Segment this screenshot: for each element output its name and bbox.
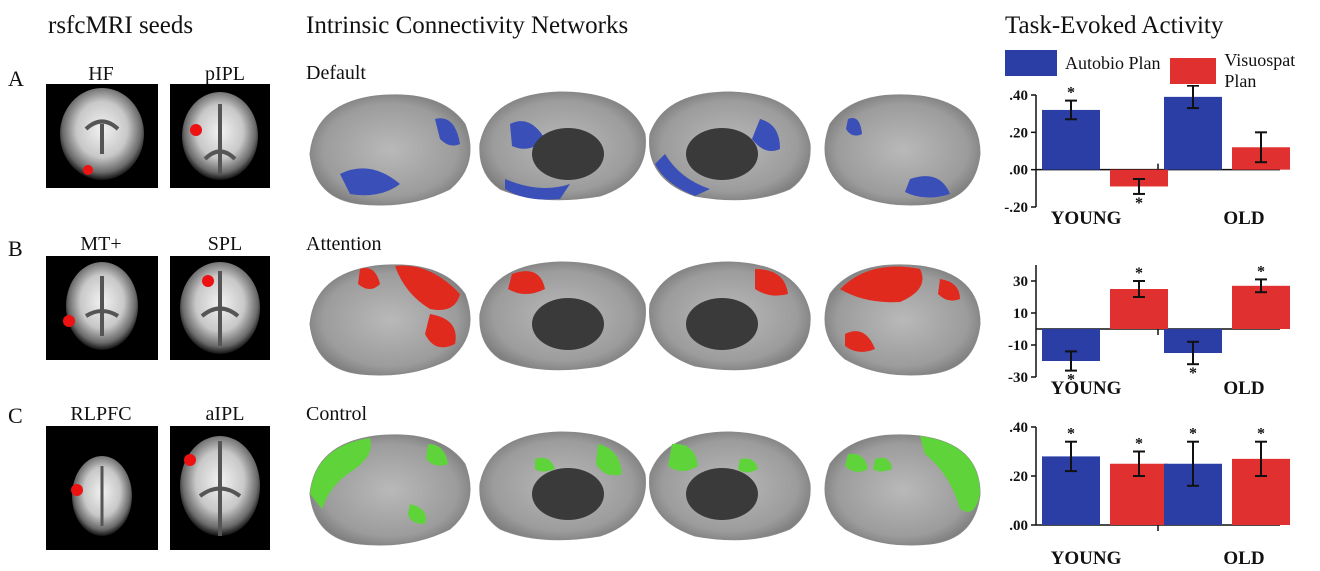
network-label-control: Control	[306, 403, 368, 425]
group-label-old: OLD	[1223, 378, 1265, 399]
mri-seed-rlpfc	[46, 426, 158, 550]
mri-seed-pipl	[170, 84, 270, 188]
mri-seed-aipl	[170, 426, 270, 550]
brain-lateral-left	[309, 434, 471, 546]
brain-lateral-right	[824, 94, 981, 206]
task-header: Task-Evoked Activity	[1005, 12, 1224, 39]
mri-seed-hf	[46, 84, 158, 188]
group-label-young: YOUNG	[1050, 208, 1122, 229]
y-tick-label: .20	[1009, 469, 1028, 485]
y-tick-label: .40	[1009, 422, 1028, 436]
row-label-c: C	[8, 403, 23, 428]
seed-label-spl: SPL	[207, 233, 243, 255]
significance-marker: *	[1257, 263, 1265, 280]
y-tick-label: .40	[1009, 88, 1028, 104]
legend-visuospat-swatch	[1170, 58, 1217, 84]
seed-label-mt: MT+	[80, 233, 122, 255]
significance-marker: *	[1135, 436, 1143, 453]
brain-lateral-left	[309, 94, 471, 206]
brain-row-control	[309, 431, 981, 546]
seed-label-rlpfc: RLPFC	[70, 403, 132, 425]
significance-marker: *	[1067, 426, 1075, 443]
brain-medial-right	[649, 261, 811, 371]
brain-lateral-right	[824, 434, 981, 546]
brain-medial-left	[479, 431, 646, 541]
brain-lateral-right	[824, 264, 981, 376]
seed-label-aipl: aIPL	[205, 403, 245, 425]
legend-visuospat-label: Visuospat Plan	[1224, 50, 1296, 91]
significance-marker: *	[1067, 372, 1075, 389]
seed-label-pipl: pIPL	[205, 63, 245, 85]
y-tick-label: -30	[1008, 370, 1028, 386]
y-tick-label: -.20	[1004, 200, 1028, 216]
significance-marker: *	[1257, 426, 1265, 443]
brain-medial-right	[649, 91, 811, 201]
legend-autobio-label: Autobio Plan	[1065, 52, 1161, 73]
group-label-young: YOUNG	[1050, 378, 1122, 399]
significance-marker: *	[1189, 85, 1197, 87]
legend-visuospat: Visuospat Plan	[1170, 50, 1320, 92]
significance-marker: *	[1189, 365, 1197, 382]
brain-row-default	[309, 91, 981, 206]
seeds-header: rsfcMRI seeds	[48, 12, 194, 39]
bar-chart-attention: -30 -10 10 30 * * * *	[1008, 263, 1290, 389]
brain-medial-left	[479, 91, 646, 201]
group-label-young: YOUNG	[1050, 548, 1122, 569]
row-label-a: A	[8, 66, 24, 91]
y-tick-label: .20	[1009, 125, 1028, 141]
brain-lateral-left	[309, 264, 471, 376]
seed-label-hf: HF	[88, 63, 114, 85]
network-label-attention: Attention	[306, 233, 382, 255]
y-tick-label: 10	[1013, 306, 1028, 322]
group-label-old: OLD	[1223, 548, 1265, 569]
significance-marker: *	[1135, 195, 1143, 212]
bar-chart-control: .00 .20 .40 * * * *	[1009, 422, 1290, 532]
significance-marker: *	[1135, 265, 1143, 282]
y-tick-label: -10	[1008, 338, 1028, 354]
network-label-default: Default	[306, 62, 366, 84]
brain-row-attention	[309, 261, 981, 376]
networks-header: Intrinsic Connectivity Networks	[306, 12, 629, 39]
mri-seed-spl	[170, 256, 270, 360]
y-tick-label: .00	[1009, 518, 1028, 532]
significance-marker: *	[1067, 85, 1075, 102]
brain-medial-right	[649, 431, 811, 541]
y-tick-label: 30	[1013, 274, 1028, 290]
legend-autobio-swatch	[1005, 50, 1057, 76]
bar-chart-default: -.20 .00 .20 .40 * * *	[1004, 85, 1290, 216]
brain-medial-left	[479, 261, 646, 371]
legend-autobio: Autobio Plan	[1005, 50, 1161, 76]
row-label-b: B	[8, 236, 23, 261]
group-label-old: OLD	[1223, 208, 1265, 229]
mri-seed-mt	[46, 256, 158, 360]
significance-marker: *	[1189, 426, 1197, 443]
y-tick-label: .00	[1009, 163, 1028, 179]
